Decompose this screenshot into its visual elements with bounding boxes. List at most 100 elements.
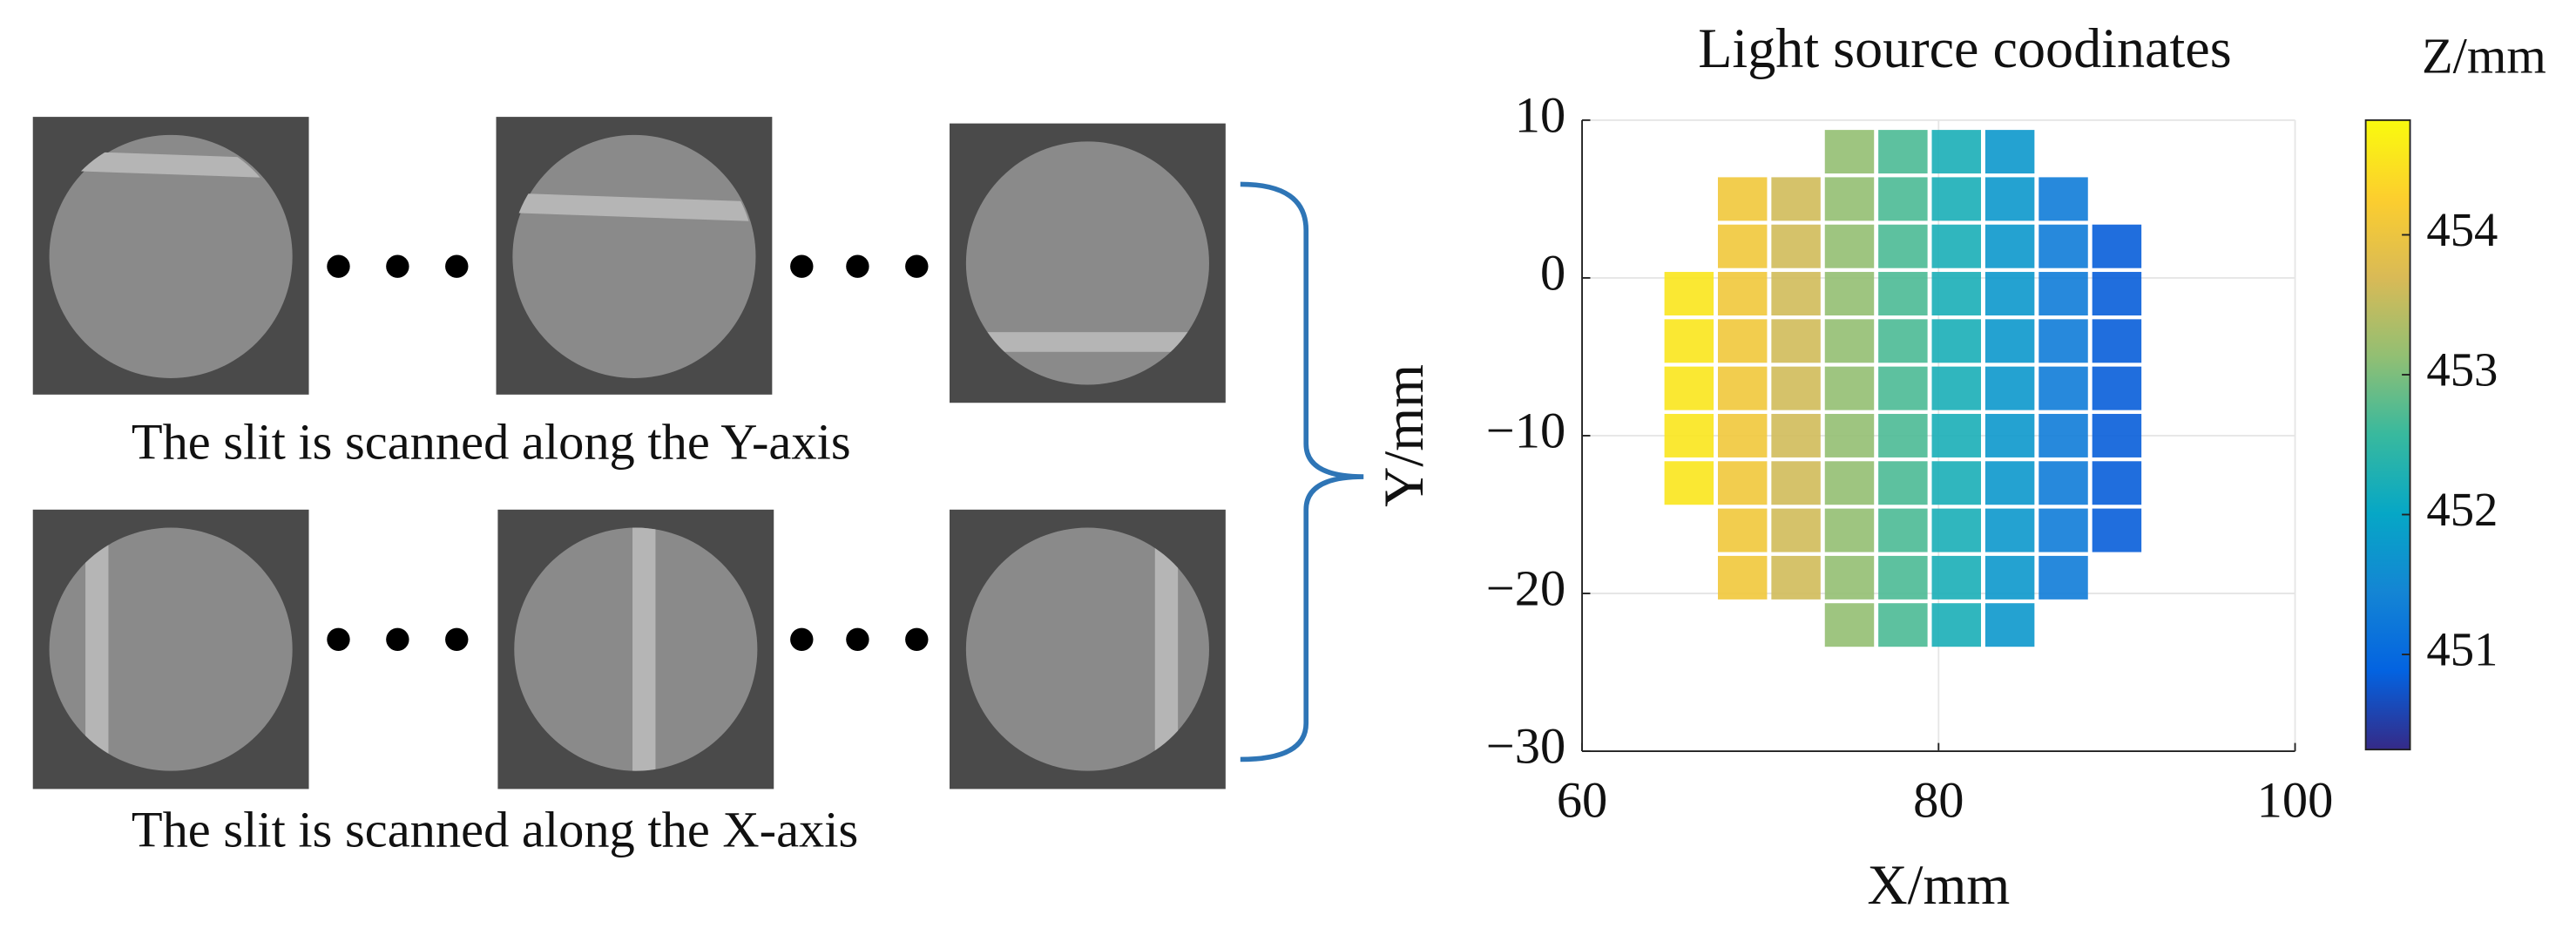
point [1717,272,1768,316]
point [1664,272,1714,316]
point [1771,224,1821,268]
point [2038,555,2088,600]
colorbar-tick-label: 451 [2426,623,2498,676]
caption: The slit is scanned along the X-axis [132,802,858,858]
colorbar-tick-label: 452 [2426,483,2498,536]
point [1931,224,1981,268]
point [1984,366,2035,410]
point [1664,319,1714,363]
point [1931,413,1981,457]
y-tick-label: −30 [1486,717,1565,774]
point [1771,366,1821,410]
point [2038,272,2088,316]
point [1717,413,1768,457]
point [1878,461,1928,505]
point [1824,413,1875,457]
point [1824,177,1875,221]
point [2092,366,2142,410]
point [1984,461,2035,505]
x-tick-label: 100 [2257,772,2334,829]
point [1824,272,1875,316]
point [1931,177,1981,221]
point [1878,319,1928,363]
point [1984,272,2035,316]
point [2092,413,2142,457]
y-tick-label: −10 [1486,402,1565,458]
colorbar-tick-label: 454 [2426,203,2498,256]
point [1878,177,1928,221]
point [1931,508,1981,552]
colorbar-label: Z/mm [2422,27,2546,84]
point [2038,508,2088,552]
point [2038,177,2088,221]
brace [1240,181,1364,762]
point [1878,272,1928,316]
point [1717,508,1768,552]
point [1717,319,1768,363]
point [1717,555,1768,600]
point [1824,366,1875,410]
point [1878,603,1928,647]
point [1984,319,2035,363]
point [1984,413,2035,457]
point [1931,461,1981,505]
point [2092,461,2142,505]
point [1824,461,1875,505]
y-tick-label: −20 [1486,559,1565,616]
point [1824,508,1875,552]
point [1984,224,2035,268]
point [1824,603,1875,647]
point [1878,508,1928,552]
point [1664,366,1714,410]
chart-title: Light source coodinates [1698,17,2231,79]
point [1824,555,1875,600]
point [2038,413,2088,457]
point [1878,224,1928,268]
point [1878,413,1928,457]
x-axis-label: X/mm [1867,854,2010,916]
point [1771,319,1821,363]
point [2092,508,2142,552]
point [1984,177,2035,221]
point [1931,366,1981,410]
point [1717,366,1768,410]
point [1984,130,2035,174]
colorbar-tick-label: 453 [2426,343,2498,396]
point [1931,272,1981,316]
point [1717,224,1768,268]
point [1878,130,1928,174]
point [1931,603,1981,647]
y-tick-label: 0 [1540,244,1565,301]
y-tick-label: 10 [1515,86,1565,143]
colorbar [2364,119,2411,751]
point [2038,224,2088,268]
point [1984,508,2035,552]
point [1931,130,1981,174]
point [1984,555,2035,600]
point [2038,461,2088,505]
point [2038,366,2088,410]
point [1664,461,1714,505]
point [1824,130,1875,174]
point [1717,177,1768,221]
point [1771,413,1821,457]
point [1931,555,1981,600]
point [1878,555,1928,600]
point [1771,177,1821,221]
point [2092,224,2142,268]
y-axis-label: Y/mm [1373,364,1435,507]
ellipsis-dots [327,254,929,651]
point [1984,603,2035,647]
point [1717,461,1768,505]
caption: The slit is scanned along the Y-axis [132,414,851,471]
x-tick-label: 80 [1913,772,1964,829]
point [2038,319,2088,363]
point [1771,555,1821,600]
point [2092,319,2142,363]
point [1824,319,1875,363]
x-tick-label: 60 [1557,772,1607,829]
point [1771,508,1821,552]
point [1931,319,1981,363]
point [1824,224,1875,268]
